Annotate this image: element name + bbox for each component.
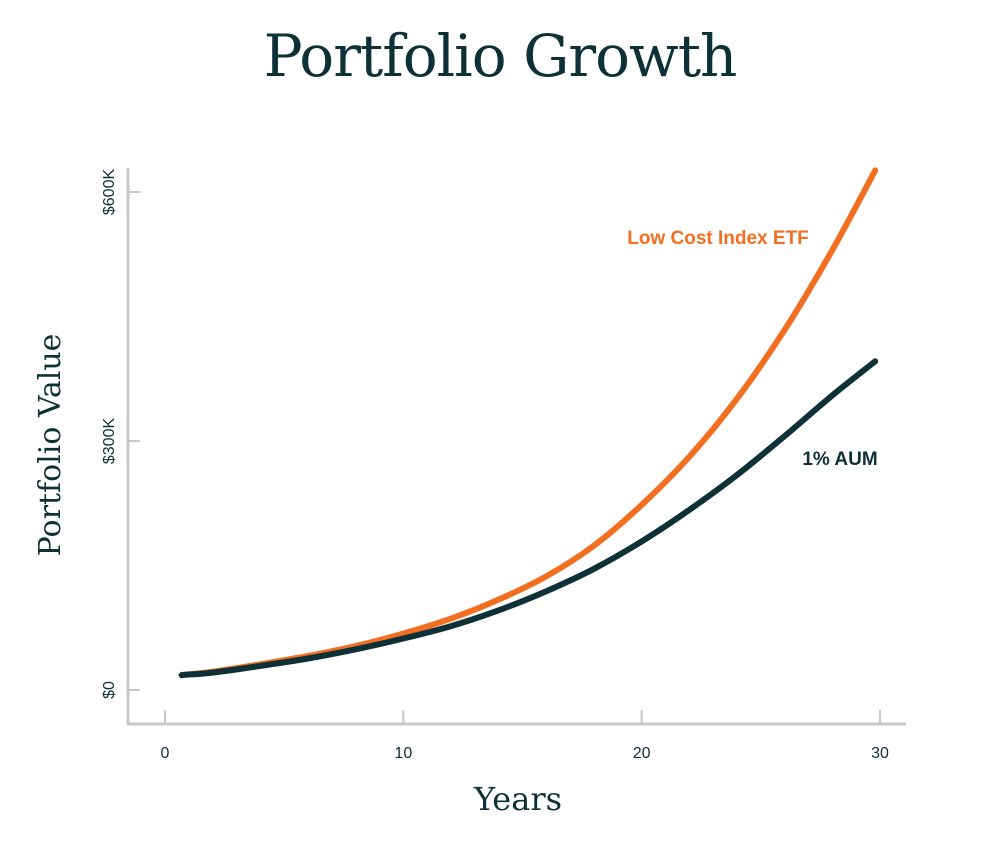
y-tick-label: $600K xyxy=(101,169,118,216)
x-ticks: 0 10 20 30 xyxy=(161,710,889,762)
x-tick-label: 20 xyxy=(633,745,651,762)
chart-title: Portfolio Growth xyxy=(263,22,738,90)
x-tick-label: 30 xyxy=(871,745,889,762)
x-axis-label: Years xyxy=(473,780,562,818)
series-line-1pct-aum xyxy=(178,358,879,679)
axes xyxy=(126,168,906,726)
y-tick-label: $0 xyxy=(101,681,118,699)
series-lines xyxy=(178,167,879,679)
series-label-1pct-aum: 1% AUM xyxy=(802,449,877,470)
x-tick-label: 0 xyxy=(161,745,170,762)
y-ticks: $0 $300K $600K xyxy=(101,169,140,699)
y-tick-label: $300K xyxy=(101,418,118,465)
series-label-low-cost-index-etf: Low Cost Index ETF xyxy=(627,228,809,249)
x-tick-label: 10 xyxy=(394,745,412,762)
y-axis-label: Portfolio Value xyxy=(33,334,68,557)
series-labels: Low Cost Index ETF 1% AUM xyxy=(627,228,877,470)
